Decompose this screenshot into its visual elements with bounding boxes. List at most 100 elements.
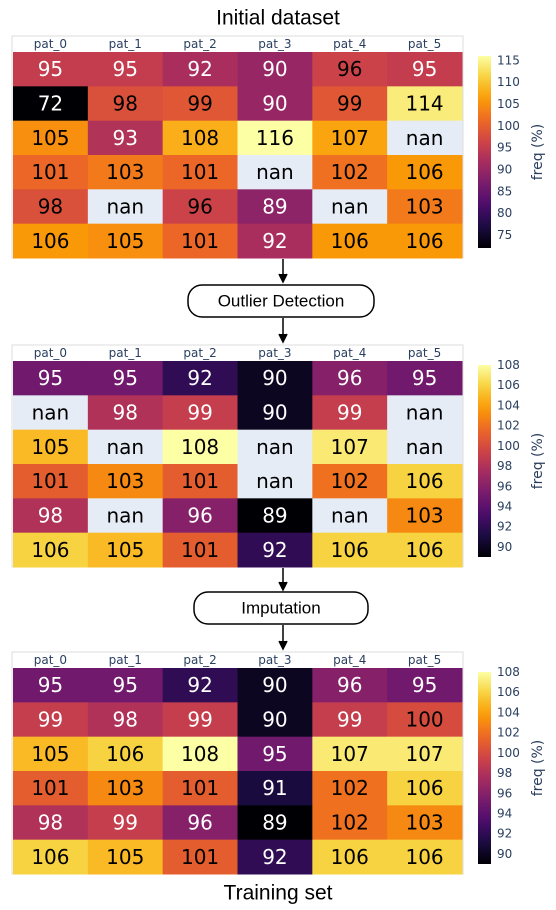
cell-value: 101 — [31, 776, 69, 800]
heatmap-cell — [162, 668, 238, 703]
cell-value: 102 — [331, 469, 369, 493]
cell-value: 99 — [337, 708, 362, 732]
cell-value: 95 — [412, 57, 437, 81]
cell-value: nan — [106, 435, 144, 459]
cell-value: nan — [331, 195, 369, 219]
cell-value: 101 — [181, 538, 219, 562]
cell-value: nan — [406, 401, 444, 425]
cell-value: 101 — [181, 776, 219, 800]
cell-value: 90 — [262, 366, 287, 390]
colorbar-tick-label: 102 — [497, 726, 520, 740]
column-label: pat_4 — [333, 346, 366, 360]
heatmap-cell — [387, 668, 463, 703]
heatmap-cell — [87, 736, 164, 772]
heatmap-cell — [237, 189, 313, 225]
cell-value: 101 — [31, 469, 69, 493]
heatmap-cell — [162, 189, 238, 225]
colorbar-tick-label: 100 — [497, 439, 520, 453]
cell-value: 114 — [405, 92, 443, 116]
heatmap-cell — [87, 805, 164, 841]
heatmap-cell — [13, 464, 89, 499]
cell-value: 92 — [187, 57, 212, 81]
cell-value: 101 — [181, 229, 219, 253]
heatmap-cell — [13, 668, 89, 703]
heatmap-cell — [87, 429, 164, 465]
heatmap-cell — [13, 155, 89, 190]
cell-value: 102 — [331, 811, 369, 835]
heatmap-cell — [312, 839, 388, 875]
cell-value: 98 — [113, 708, 138, 732]
cell-value: 108 — [181, 742, 219, 766]
cell-value: nan — [32, 401, 70, 425]
heatmap-cell — [87, 668, 164, 703]
arrows — [278, 259, 288, 651]
cell-value: nan — [256, 160, 294, 184]
cell-value: nan — [331, 504, 369, 528]
cell-value: 98 — [38, 195, 63, 219]
cell-value: 72 — [38, 92, 63, 116]
heatmap-cell — [387, 532, 463, 568]
colorbar-tick-label: 100 — [497, 746, 520, 760]
colorbar-tick-label: 100 — [497, 119, 520, 133]
heatmap-cell — [312, 771, 388, 806]
heatmap-cell — [312, 498, 388, 534]
colorbar-tick-label: 102 — [497, 419, 520, 433]
colorbar-tick-label: 90 — [497, 847, 512, 861]
cell-value: 93 — [113, 126, 138, 150]
colorbar-tick-label: 110 — [497, 75, 520, 89]
column-label: pat_4 — [333, 653, 366, 667]
heatmap-cell — [162, 532, 238, 568]
cell-value: 103 — [106, 160, 144, 184]
cell-value: 95 — [113, 57, 138, 81]
heatmap-cell — [387, 464, 463, 499]
cell-value: 116 — [256, 126, 294, 150]
heatmap-cell — [162, 429, 238, 465]
step-label: Imputation — [241, 599, 320, 618]
heatmap-cell — [162, 86, 238, 122]
cell-value: 99 — [113, 811, 138, 835]
cell-value: 107 — [331, 435, 369, 459]
heatmap-cell — [312, 86, 388, 122]
heatmap-cell — [387, 52, 463, 87]
heatmap-cell — [87, 86, 164, 122]
colorbar-title: freq (%) — [530, 740, 546, 797]
cell-value: 95 — [113, 366, 138, 390]
heatmap-cell — [387, 771, 463, 806]
heatmap-cell — [387, 498, 463, 534]
heatmap-cell — [312, 532, 388, 568]
step-box — [187, 284, 375, 318]
heatmap-cell — [162, 771, 238, 806]
cell-value: 96 — [337, 673, 362, 697]
heatmap-cell — [162, 361, 238, 396]
colorbar-tick-label: 80 — [497, 206, 512, 220]
column-label: pat_3 — [258, 346, 291, 360]
cell-value: 98 — [38, 811, 63, 835]
cell-value: 92 — [187, 673, 212, 697]
colorbar-title: freq (%) — [530, 433, 546, 490]
cell-value: 89 — [262, 195, 287, 219]
cell-value: 101 — [181, 469, 219, 493]
cell-value: 98 — [113, 401, 138, 425]
cell-value: 99 — [38, 708, 63, 732]
cell-value: 99 — [187, 92, 212, 116]
cell-value: 99 — [337, 401, 362, 425]
heatmap-cell — [87, 361, 164, 396]
heatmap-cell — [312, 395, 388, 431]
colorbar-tick-label: 108 — [497, 665, 520, 679]
heatmap-cell — [237, 86, 313, 122]
heatmap-cell — [387, 429, 463, 465]
cell-value: 106 — [106, 742, 144, 766]
cell-value: 105 — [31, 435, 69, 459]
heatmap-cell — [87, 464, 164, 499]
cell-value: nan — [106, 504, 144, 528]
heatmap-cell — [13, 498, 89, 534]
heatmap-cell — [13, 120, 89, 156]
heatmap-cell — [237, 464, 313, 499]
column-label: pat_5 — [408, 653, 441, 667]
heatmap-cell — [87, 498, 164, 534]
cell-value: 95 — [38, 57, 63, 81]
colorbar — [478, 365, 491, 557]
step-box — [193, 591, 369, 625]
heatmap-cell — [87, 702, 164, 738]
